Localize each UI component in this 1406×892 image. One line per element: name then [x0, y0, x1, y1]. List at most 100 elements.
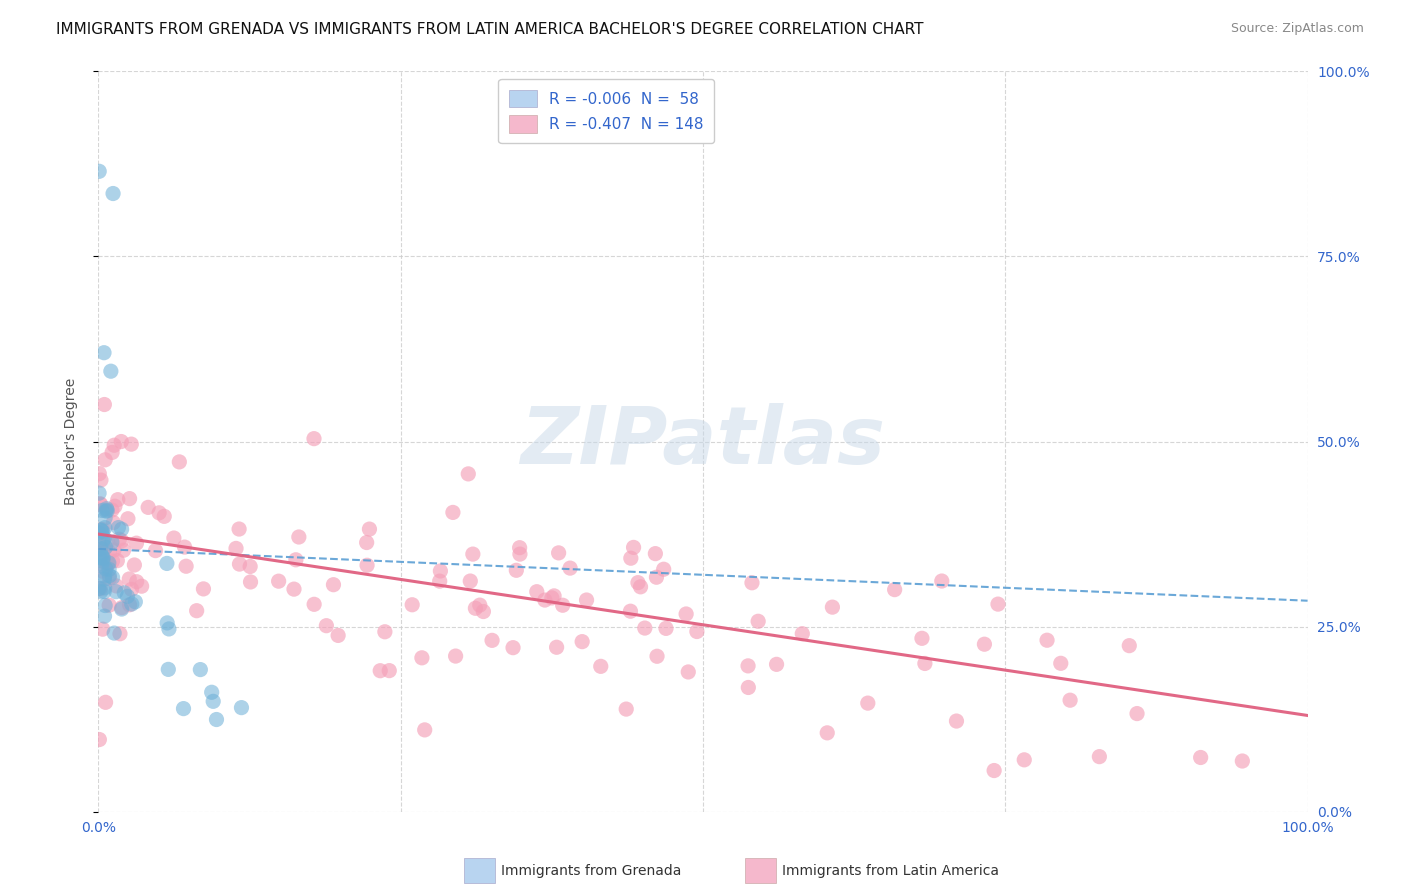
Point [89, 732, 111, 747]
Point [90, 549, 112, 563]
Point [368, 664, 391, 678]
Point [93, 531, 115, 545]
Point [108, 533, 131, 547]
Point [239, 574, 262, 589]
Point [89, 497, 111, 511]
Point [98, 568, 121, 582]
Point [468, 598, 491, 612]
Point [107, 520, 129, 534]
Point [91, 551, 114, 566]
Point [94, 540, 117, 554]
Point [302, 432, 325, 446]
Point [589, 659, 612, 673]
Point [110, 434, 132, 449]
Point [464, 601, 486, 615]
Point [90, 559, 112, 574]
Point [101, 535, 124, 549]
Point [91, 524, 114, 539]
Point [678, 665, 700, 679]
Point [101, 186, 124, 201]
Point [93, 569, 115, 583]
Point [97, 534, 120, 549]
Point [619, 604, 641, 618]
Point [686, 624, 709, 639]
Point [502, 640, 524, 655]
Point [225, 541, 247, 556]
Point [93, 398, 115, 412]
Point [98, 571, 121, 585]
Point [121, 597, 143, 611]
Point [98, 545, 121, 559]
Point [89, 467, 111, 481]
Point [118, 491, 141, 506]
Point [94, 562, 117, 576]
Point [101, 554, 124, 568]
Point [193, 582, 215, 596]
Point [444, 649, 467, 664]
Point [547, 546, 569, 560]
Point [627, 575, 650, 590]
Legend: R = -0.006  N =  58, R = -0.407  N = 148: R = -0.006 N = 58, R = -0.407 N = 148 [499, 79, 714, 144]
Point [634, 621, 657, 635]
Point [228, 557, 250, 571]
Point [96, 557, 118, 571]
Point [89, 538, 111, 552]
Point [90, 564, 112, 578]
Point [792, 626, 814, 640]
Point [173, 540, 195, 554]
Point [156, 615, 179, 630]
Point [94, 452, 117, 467]
Point [105, 579, 128, 593]
Text: Source: ZipAtlas.com: Source: ZipAtlas.com [1230, 22, 1364, 36]
Point [571, 634, 593, 648]
Point [104, 500, 127, 514]
Point [356, 558, 378, 573]
Y-axis label: Bachelor's Degree: Bachelor's Degree [63, 378, 77, 505]
Point [1088, 749, 1111, 764]
Point [89, 550, 111, 565]
Point [472, 605, 495, 619]
Point [91, 622, 114, 636]
Point [526, 584, 548, 599]
Point [356, 535, 378, 549]
Point [91, 550, 114, 565]
Point [145, 543, 167, 558]
Point [765, 657, 787, 672]
Point [186, 604, 208, 618]
Point [614, 702, 637, 716]
Point [100, 364, 122, 378]
Point [90, 584, 112, 599]
Point [541, 591, 564, 605]
Text: Immigrants from Grenada: Immigrants from Grenada [501, 863, 681, 878]
Point [93, 581, 115, 595]
Point [93, 584, 115, 599]
Point [117, 512, 139, 526]
Point [89, 582, 111, 596]
Point [284, 553, 307, 567]
Point [124, 558, 146, 572]
Point [105, 554, 128, 568]
Point [741, 575, 763, 590]
Point [156, 557, 179, 571]
Point [111, 522, 134, 536]
Point [90, 498, 112, 512]
Point [125, 574, 148, 589]
Point [101, 570, 124, 584]
Point [91, 503, 114, 517]
Point [96, 501, 118, 516]
Point [136, 500, 159, 515]
Point [91, 547, 114, 561]
Point [973, 637, 995, 651]
Point [652, 562, 675, 576]
Point [283, 582, 305, 596]
Point [228, 522, 250, 536]
Point [534, 593, 557, 607]
Point [90, 473, 112, 487]
Point [96, 503, 118, 517]
Point [551, 599, 574, 613]
Point [174, 559, 197, 574]
Point [1036, 633, 1059, 648]
Point [302, 597, 325, 611]
Point [747, 615, 769, 629]
Text: ZIPatlas: ZIPatlas [520, 402, 886, 481]
